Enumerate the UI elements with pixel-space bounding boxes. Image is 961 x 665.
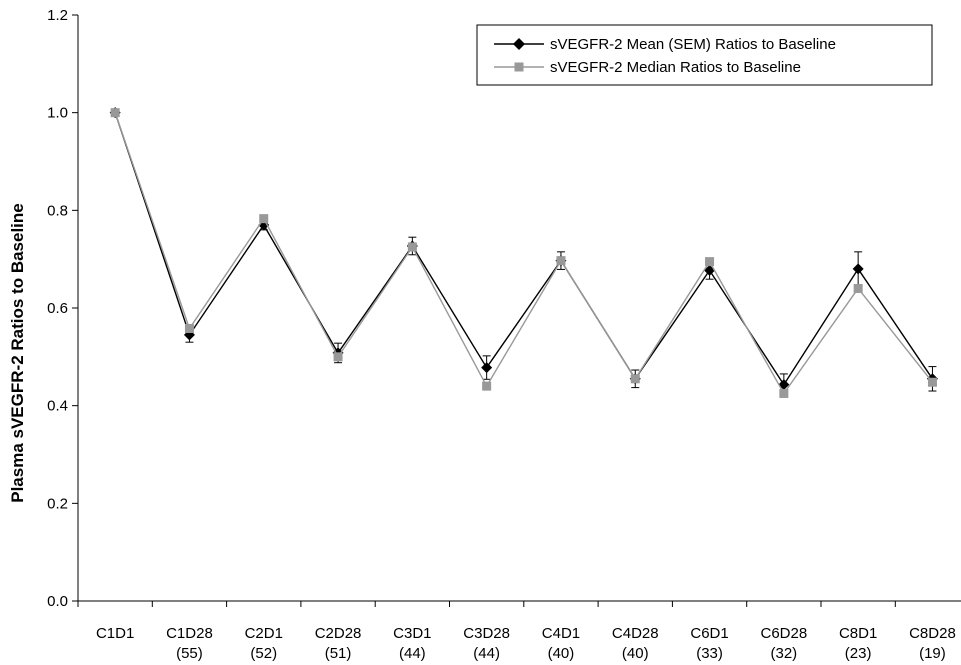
legend-label-mean: sVEGFR-2 Mean (SEM) Ratios to Baseline bbox=[550, 36, 836, 53]
mean-point bbox=[481, 362, 493, 374]
x-tick-label: C2D1 bbox=[245, 625, 283, 642]
x-tick-count: (51) bbox=[325, 645, 352, 662]
error-bars bbox=[185, 219, 937, 396]
series-mean bbox=[109, 107, 938, 391]
median-point bbox=[259, 214, 269, 224]
x-tick-label: C6D1 bbox=[690, 625, 728, 642]
mean-point bbox=[852, 263, 864, 275]
x-tick-count: (23) bbox=[845, 645, 872, 662]
x-tick-count: (40) bbox=[622, 645, 649, 662]
median-point bbox=[407, 242, 417, 252]
x-tick-count: (32) bbox=[771, 645, 798, 662]
x-tick-count: (19) bbox=[919, 645, 946, 662]
x-ticks: C1D1 C1D28 (55) C2D1 (52) C2D28 (51) C3D1 (44) C3… bbox=[77, 601, 956, 662]
x-tick-count: (33) bbox=[696, 645, 723, 662]
legend-marker-median bbox=[514, 62, 524, 72]
series-group bbox=[109, 107, 938, 398]
y-tick-label: 0.6 bbox=[47, 300, 68, 317]
legend-box bbox=[476, 24, 933, 86]
x-tick-label: C6D28 bbox=[760, 625, 807, 642]
median-point bbox=[779, 388, 789, 398]
median-point bbox=[630, 374, 640, 384]
median-point bbox=[482, 381, 492, 391]
x-tick-label: C1D28 bbox=[166, 625, 213, 642]
x-tick-label: C3D28 bbox=[463, 625, 510, 642]
x-tick-label: C8D1 bbox=[839, 625, 877, 642]
y-tick-label: 1.0 bbox=[47, 105, 68, 122]
x-tick-label: C4D1 bbox=[542, 625, 580, 642]
y-ticks: 0.0 0.2 0.4 0.6 0.8 1.0 1.2 bbox=[47, 7, 78, 610]
mean-line bbox=[114, 112, 934, 386]
x-tick-label: C4D28 bbox=[612, 625, 659, 642]
y-tick-label: 0.0 bbox=[47, 593, 68, 610]
median-point bbox=[556, 256, 566, 266]
x-tick-label: C1D1 bbox=[96, 625, 134, 642]
y-axis-label: Plasma sVEGFR-2 Ratios to Baseline bbox=[8, 203, 27, 503]
y-tick-label: 0.4 bbox=[47, 398, 68, 415]
x-tick-label: C3D1 bbox=[393, 625, 431, 642]
y-tick-label: 0.2 bbox=[47, 495, 68, 512]
x-tick-count: (55) bbox=[176, 645, 203, 662]
median-point bbox=[110, 108, 120, 118]
legend-label-median: sVEGFR-2 Median Ratios to Baseline bbox=[550, 59, 801, 76]
median-point bbox=[705, 257, 715, 267]
legend-marker-mean bbox=[513, 38, 525, 50]
median-line bbox=[114, 112, 933, 395]
median-point bbox=[927, 377, 937, 387]
x-tick-count: (44) bbox=[399, 645, 426, 662]
x-tick-count: (44) bbox=[473, 645, 500, 662]
legend: sVEGFR-2 Mean (SEM) Ratios to Baseline s… bbox=[476, 24, 933, 86]
axes bbox=[77, 15, 961, 602]
median-point bbox=[333, 352, 343, 362]
x-tick-count: (40) bbox=[548, 645, 575, 662]
median-point bbox=[853, 283, 863, 293]
x-tick-label: C2D28 bbox=[315, 625, 362, 642]
y-tick-label: 0.8 bbox=[47, 202, 68, 219]
x-tick-label: C8D28 bbox=[909, 625, 956, 642]
series-median bbox=[110, 108, 937, 398]
x-tick-count: (52) bbox=[250, 645, 277, 662]
y-tick-label: 1.2 bbox=[47, 7, 68, 24]
median-point bbox=[184, 324, 194, 334]
